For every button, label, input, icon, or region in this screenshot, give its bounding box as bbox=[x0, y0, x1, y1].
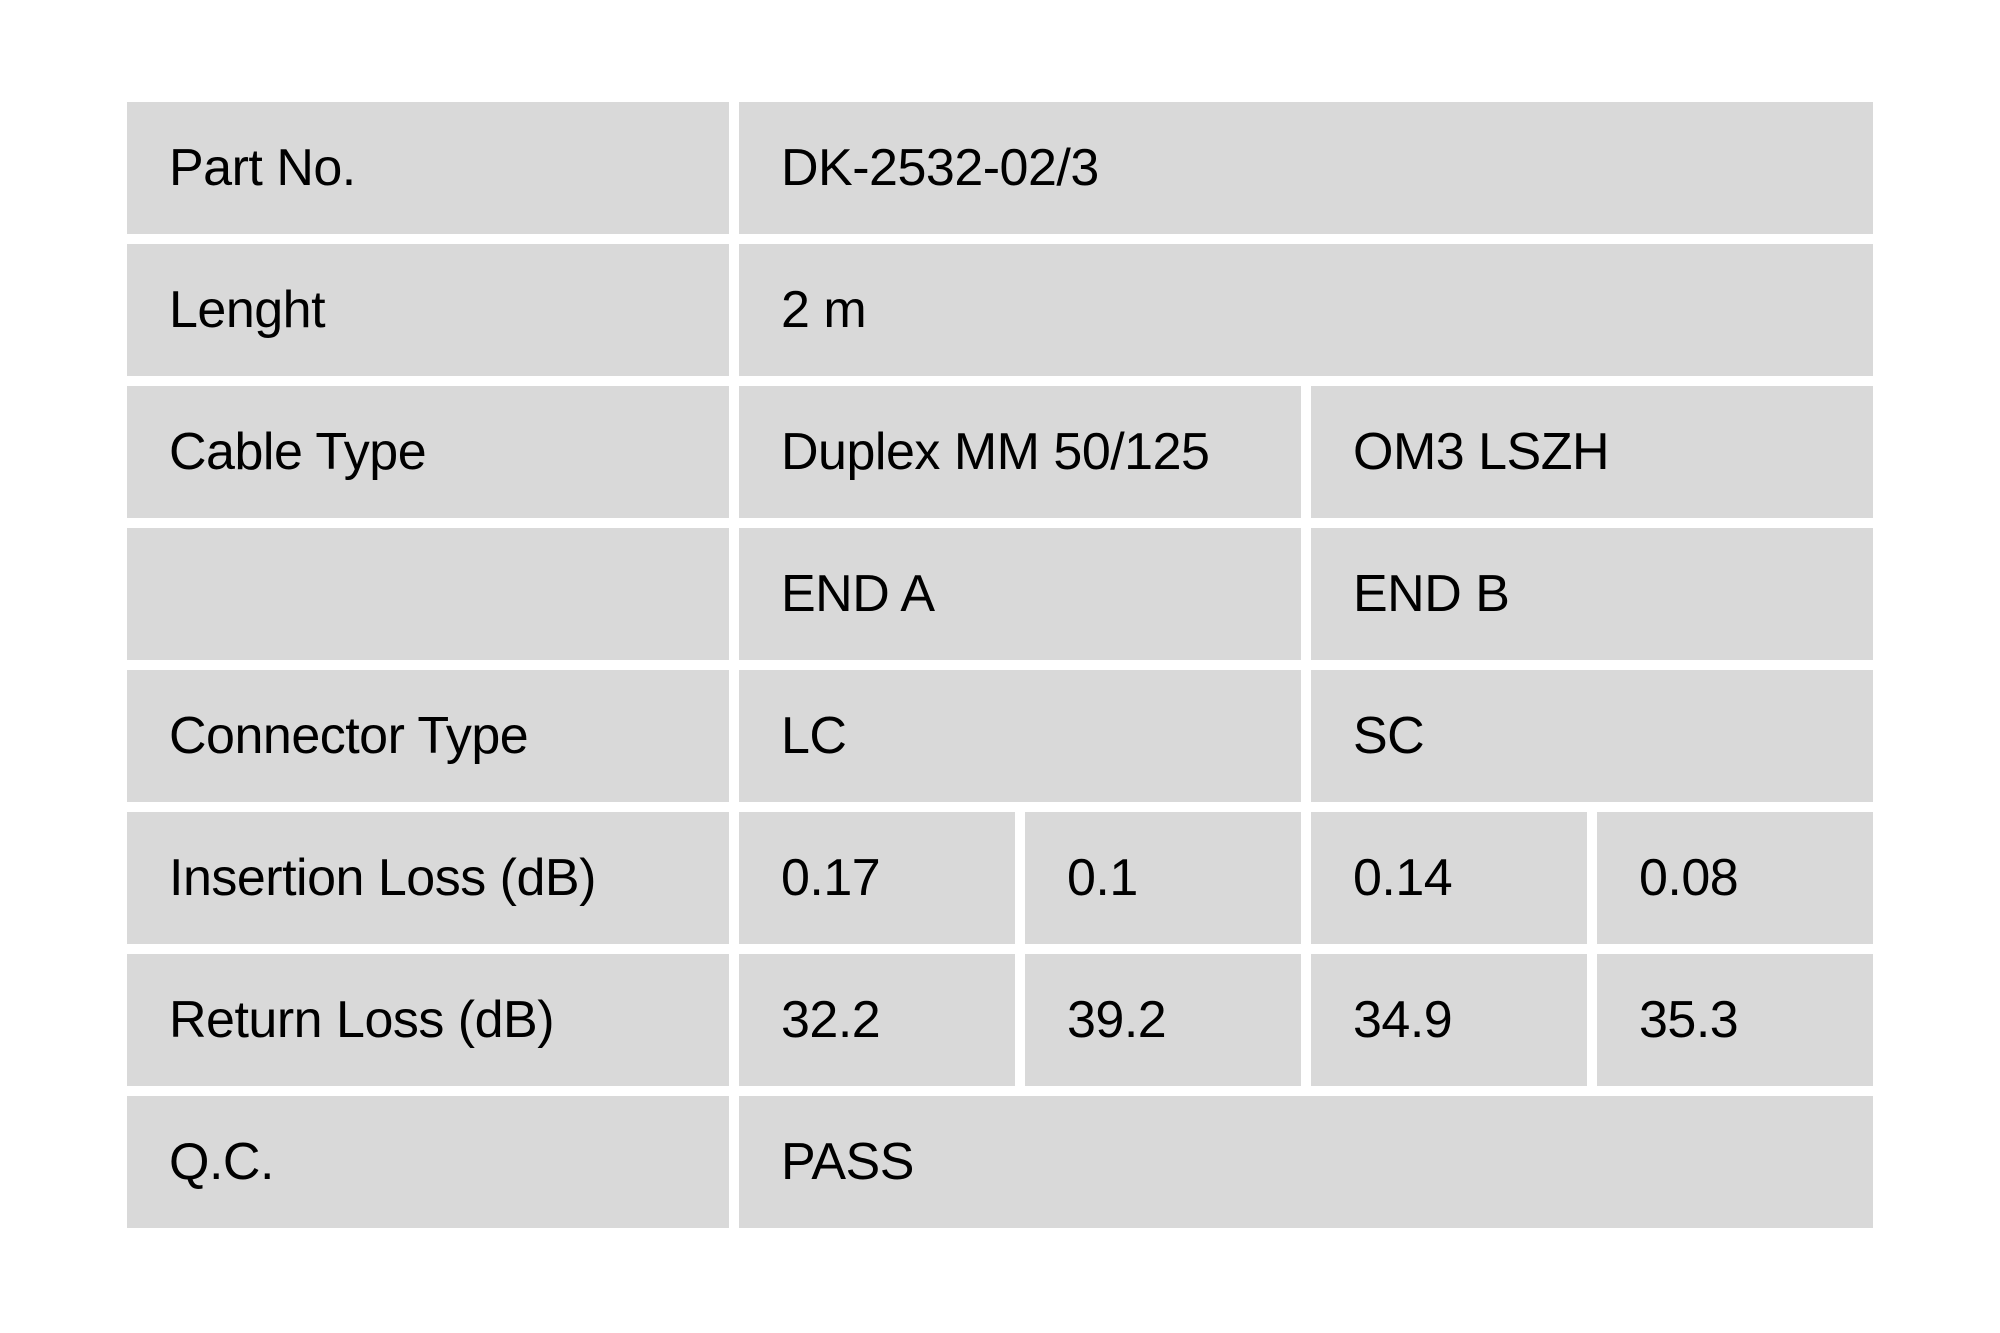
connector-type-end-a: LC bbox=[739, 670, 1301, 802]
return-loss-label: Return Loss (dB) bbox=[127, 954, 729, 1086]
connector-type-label: Connector Type bbox=[127, 670, 729, 802]
cable-type-value-b: OM3 LSZH bbox=[1311, 386, 1873, 518]
part-no-value: DK-2532-02/3 bbox=[739, 102, 1873, 234]
end-b-header: END B bbox=[1311, 528, 1873, 660]
length-value: 2 m bbox=[739, 244, 1873, 376]
insertion-loss-end-a-fiber-1: 0.17 bbox=[739, 812, 1015, 944]
return-loss-end-a-fiber-2: 39.2 bbox=[1025, 954, 1301, 1086]
part-no-label: Part No. bbox=[127, 102, 729, 234]
cable-type-value-a: Duplex MM 50/125 bbox=[739, 386, 1301, 518]
cable-type-label: Cable Type bbox=[127, 386, 729, 518]
length-label: Lenght bbox=[127, 244, 729, 376]
insertion-loss-end-a-fiber-2: 0.1 bbox=[1025, 812, 1301, 944]
ends-header-empty-cell bbox=[127, 528, 729, 660]
spec-table: Part No. DK-2532-02/3 Lenght 2 m Cable T… bbox=[127, 102, 1873, 1228]
end-a-header: END A bbox=[739, 528, 1301, 660]
connector-type-end-b: SC bbox=[1311, 670, 1873, 802]
insertion-loss-end-b-fiber-2: 0.08 bbox=[1597, 812, 1873, 944]
insertion-loss-label: Insertion Loss (dB) bbox=[127, 812, 729, 944]
insertion-loss-end-b-fiber-1: 0.14 bbox=[1311, 812, 1587, 944]
qc-label: Q.C. bbox=[127, 1096, 729, 1228]
return-loss-end-b-fiber-1: 34.9 bbox=[1311, 954, 1587, 1086]
return-loss-end-a-fiber-1: 32.2 bbox=[739, 954, 1015, 1086]
return-loss-end-b-fiber-2: 35.3 bbox=[1597, 954, 1873, 1086]
qc-value: PASS bbox=[739, 1096, 1873, 1228]
